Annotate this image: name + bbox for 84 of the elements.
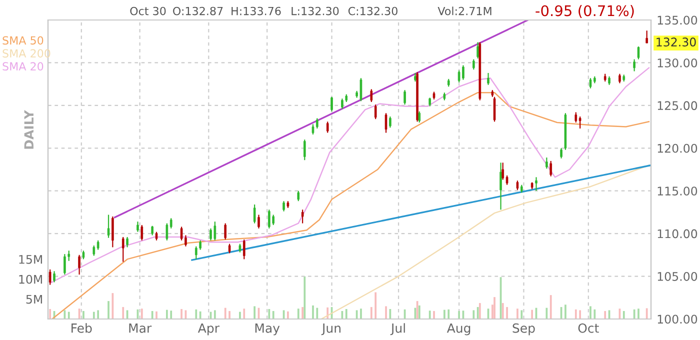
- x-tick-label: Jul: [390, 323, 405, 336]
- candlestick: [487, 72, 490, 86]
- y-tick-label: 105.00: [658, 272, 698, 281]
- x-tick-label: Sep: [512, 323, 535, 336]
- y-tick-label: 135.00: [658, 16, 698, 25]
- text: O:132.87: [173, 6, 223, 16]
- candlestick: [637, 46, 640, 60]
- candlestick: [253, 204, 256, 224]
- candlestick: [404, 89, 406, 106]
- candlestick: [210, 228, 212, 241]
- y-tick-label: 130.00: [658, 58, 698, 68]
- candlestick: [303, 139, 306, 161]
- candlestick: [297, 190, 300, 202]
- candlestick: [374, 104, 377, 120]
- candlestick: [170, 218, 172, 229]
- candlestick: [462, 64, 464, 80]
- candlestick: [166, 222, 168, 241]
- candlestick: [500, 162, 502, 210]
- candlestick: [301, 209, 304, 224]
- text: SMA 50: [2, 36, 44, 45]
- candlestick: [268, 209, 270, 229]
- candlestick: [282, 200, 285, 212]
- text: DAILY: [24, 110, 34, 149]
- y-tick-label: 115.00: [658, 186, 698, 196]
- candlestick: [341, 98, 344, 110]
- candlestick: [312, 124, 314, 136]
- text: SMA 20: [2, 62, 44, 71]
- candlestick: [502, 162, 504, 180]
- candlestick: [330, 96, 333, 112]
- candlestick: [633, 58, 636, 72]
- text: C:132.30: [348, 6, 398, 16]
- text: Oct 30: [130, 6, 166, 16]
- candlestick: [360, 78, 362, 102]
- candlestick: [476, 42, 479, 59]
- line-series: [320, 164, 650, 319]
- text: H:133.76: [232, 6, 281, 16]
- candlestick: [224, 222, 226, 240]
- candlestick: [506, 174, 508, 186]
- candlestick: [535, 176, 538, 192]
- x-tick-label: May: [255, 324, 280, 336]
- y-tick-label: 125.00: [658, 101, 698, 110]
- candlestick: [646, 30, 648, 44]
- y-tick-label: 120.00: [658, 144, 698, 153]
- candlestick: [574, 112, 578, 124]
- text: -0.95 (0.71%): [536, 4, 634, 18]
- candlestick: [389, 116, 392, 128]
- candlestick: [370, 88, 373, 103]
- candlestick: [326, 121, 329, 134]
- x-tick-label: Feb: [72, 323, 92, 333]
- candlestick: [472, 58, 475, 70]
- x-tick-label: Apr: [198, 324, 220, 336]
- candlestick: [546, 156, 548, 170]
- y2-tick-label: 5M: [26, 294, 42, 304]
- candlestick: [194, 246, 198, 260]
- text: L:132.30: [292, 6, 339, 16]
- candlestick: [140, 224, 144, 241]
- candlestick: [180, 226, 183, 241]
- x-tick-label: Mar: [129, 324, 152, 333]
- candlestick: [258, 214, 260, 229]
- candlestick: [618, 73, 621, 84]
- x-tick-label: Aug: [446, 324, 470, 336]
- candlestick: [458, 70, 460, 83]
- candlestick: [589, 78, 592, 89]
- candlestick: [550, 160, 552, 177]
- text: Vol:2.71M: [438, 6, 492, 16]
- candlestick: [242, 238, 246, 260]
- candlestick: [418, 110, 421, 124]
- candlestick: [384, 112, 388, 134]
- text: SMA 200: [2, 49, 50, 58]
- candlestick: [493, 96, 496, 122]
- candlestick: [214, 221, 216, 241]
- x-tick-label: Jun: [321, 324, 340, 336]
- candlestick: [516, 180, 519, 191]
- candlestick: [228, 243, 231, 254]
- candlestick: [578, 116, 582, 130]
- candlestick: [272, 214, 274, 226]
- y2-tick-label: 15M: [19, 255, 42, 264]
- y2-tick-label: 10M: [19, 274, 42, 284]
- candlestick: [151, 225, 154, 236]
- annotation: 132.30: [656, 38, 696, 46]
- candlestick: [560, 148, 562, 159]
- y-tick-label: 100.00: [658, 314, 698, 324]
- x-tick-label: Oct: [578, 323, 599, 333]
- y-tick-label: 110.00: [658, 229, 698, 238]
